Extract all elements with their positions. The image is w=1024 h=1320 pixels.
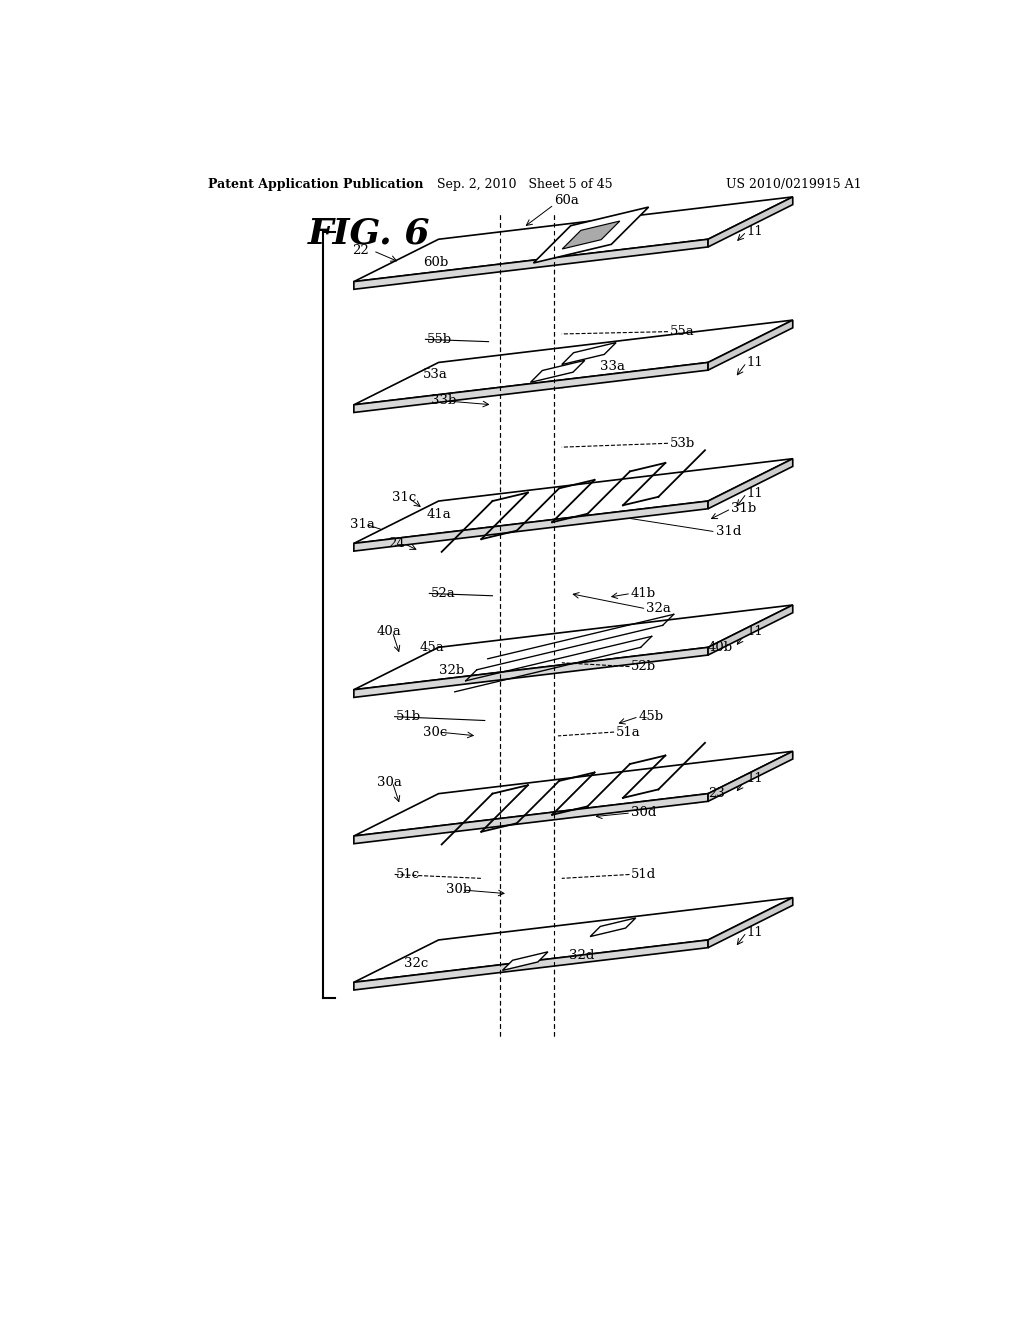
Text: 31d: 31d xyxy=(716,525,741,539)
Polygon shape xyxy=(354,239,708,289)
Polygon shape xyxy=(354,502,708,552)
Text: 60a: 60a xyxy=(554,194,579,207)
Text: US 2010/0219915 A1: US 2010/0219915 A1 xyxy=(726,178,862,190)
Polygon shape xyxy=(354,321,793,405)
Polygon shape xyxy=(708,459,793,508)
Text: 31a: 31a xyxy=(350,517,375,531)
Polygon shape xyxy=(562,220,620,249)
Text: 51a: 51a xyxy=(615,726,640,739)
Text: 11: 11 xyxy=(746,925,763,939)
Text: 31c: 31c xyxy=(392,491,417,504)
Text: 11: 11 xyxy=(746,487,763,500)
Text: 41b: 41b xyxy=(631,587,656,601)
Text: Patent Application Publication: Patent Application Publication xyxy=(208,178,423,190)
Text: 40b: 40b xyxy=(708,640,733,653)
Polygon shape xyxy=(708,751,793,801)
Polygon shape xyxy=(354,363,708,413)
Text: 52a: 52a xyxy=(431,587,456,601)
Polygon shape xyxy=(534,207,648,263)
Text: 51d: 51d xyxy=(631,869,656,880)
Polygon shape xyxy=(354,197,793,281)
Text: Sep. 2, 2010   Sheet 5 of 45: Sep. 2, 2010 Sheet 5 of 45 xyxy=(437,178,612,190)
Text: 32c: 32c xyxy=(403,957,428,970)
Polygon shape xyxy=(708,197,793,247)
Polygon shape xyxy=(708,605,793,655)
Text: 11: 11 xyxy=(746,356,763,370)
Text: 32d: 32d xyxy=(569,949,595,962)
Text: 11: 11 xyxy=(746,224,763,238)
Text: 32a: 32a xyxy=(646,602,672,615)
Text: 22: 22 xyxy=(352,244,370,257)
Polygon shape xyxy=(503,952,548,970)
Text: 11: 11 xyxy=(746,772,763,785)
Text: 53a: 53a xyxy=(423,367,449,380)
Text: 32b: 32b xyxy=(438,664,464,677)
Polygon shape xyxy=(354,605,793,689)
Text: 51b: 51b xyxy=(396,710,421,723)
Polygon shape xyxy=(530,360,585,383)
Text: 30d: 30d xyxy=(631,807,656,820)
Text: 30c: 30c xyxy=(423,726,447,739)
Text: 23: 23 xyxy=(708,787,725,800)
Polygon shape xyxy=(562,343,616,364)
Text: 30b: 30b xyxy=(446,883,471,896)
Polygon shape xyxy=(354,898,793,982)
Text: 33b: 33b xyxy=(431,395,457,408)
Text: 41a: 41a xyxy=(427,508,452,520)
Polygon shape xyxy=(354,793,708,843)
Text: 31b: 31b xyxy=(731,502,757,515)
Text: 30a: 30a xyxy=(377,776,401,788)
Text: FIG. 6: FIG. 6 xyxy=(307,216,430,251)
Text: 45a: 45a xyxy=(419,640,444,653)
Text: 51c: 51c xyxy=(396,869,420,880)
Text: 24: 24 xyxy=(388,537,406,550)
Polygon shape xyxy=(354,647,708,697)
Text: 60b: 60b xyxy=(423,256,449,269)
Polygon shape xyxy=(354,751,793,836)
Polygon shape xyxy=(354,940,708,990)
Text: 33a: 33a xyxy=(600,360,626,372)
Text: 55a: 55a xyxy=(670,325,694,338)
Text: 11: 11 xyxy=(746,626,763,639)
Text: 40a: 40a xyxy=(377,626,401,639)
Text: 55b: 55b xyxy=(427,333,453,346)
Polygon shape xyxy=(708,321,793,370)
Text: 53b: 53b xyxy=(670,437,695,450)
Text: 52b: 52b xyxy=(631,660,656,673)
Polygon shape xyxy=(590,917,636,937)
Text: 45b: 45b xyxy=(639,710,664,723)
Polygon shape xyxy=(708,898,793,948)
Polygon shape xyxy=(354,459,793,544)
